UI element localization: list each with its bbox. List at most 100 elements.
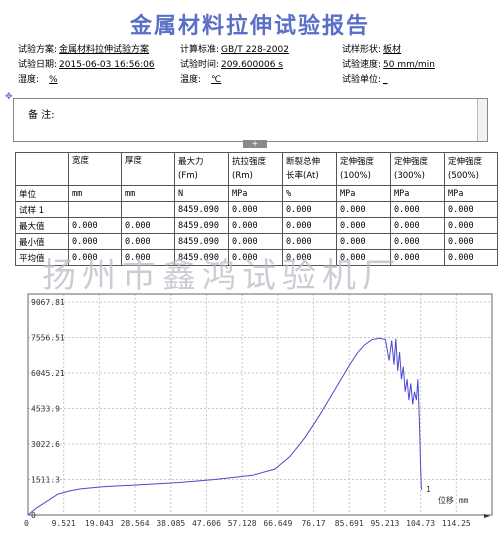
header-cell: 定伸强度 (100%) <box>336 152 391 186</box>
header-cell: 定伸强度 (300%) <box>390 152 445 186</box>
time-value: 209.600006 s <box>221 60 283 70</box>
speed-info: 试验速度: 50 mm/min <box>342 59 435 71</box>
y-tick-label: 4533.9 <box>31 405 60 414</box>
temp-value: ℃ <box>211 75 222 85</box>
watermark: 扬州市鑫鸿试验机厂 <box>42 256 402 296</box>
y-tick-label: 1511.3 <box>31 476 60 485</box>
table-cell: 0.000 <box>68 217 122 234</box>
humidity-label: 湿度: <box>18 75 40 85</box>
table-cell: 8459.090 <box>174 201 229 218</box>
table-cell: 0.000 <box>228 201 283 218</box>
table-cell: 0.000 <box>282 217 337 234</box>
unit-info: 试验单位: _ <box>342 74 388 86</box>
header-cell: 最大力 (Fm) <box>174 152 229 186</box>
speed-value: 50 mm/min <box>383 60 435 70</box>
table-row[interactable]: 最大值 0.000 0.000 8459.090 0.000 0.000 0.0… <box>15 217 498 234</box>
units-cell: MPa <box>336 185 391 202</box>
date-info: 试验日期: 2015-06-03 16:56:06 <box>18 59 155 71</box>
table-cell: 最大值 <box>15 217 69 234</box>
notes-box[interactable]: 备 注: <box>13 98 488 142</box>
force-displacement-chart: 9067.81 7556.51 6045.21 4533.9 3022.6 1511.3 0… <box>24 293 493 528</box>
time-label: 试验时间: <box>180 60 220 70</box>
table-cell: 0.000 <box>390 217 445 234</box>
table-cell: 0.000 <box>121 217 175 234</box>
y-tick-label: 6045.21 <box>31 369 65 378</box>
table-cell: 平均值 <box>15 249 69 266</box>
table-cell: 试样 1 <box>15 201 69 218</box>
table-cell: 0.000 <box>228 217 283 234</box>
y-tick-label: 3022.6 <box>31 440 60 449</box>
shape-info: 试样形状: 板材 <box>342 44 401 56</box>
notes-scrollbar[interactable] <box>477 99 487 141</box>
unit-value: _ <box>383 75 388 85</box>
temp-info: 温度: ℃ <box>180 74 221 86</box>
x-tick-label: 9.521 <box>52 519 76 528</box>
units-cell: MPa <box>228 185 283 202</box>
table-cell: 0.000 <box>121 249 175 266</box>
units-cell: MPa <box>390 185 445 202</box>
header-cell: 宽度 <box>68 152 122 186</box>
chart-grid <box>28 294 492 516</box>
plan-value: 金属材料拉伸试验方案 <box>59 45 150 55</box>
notes-label: 备 注: <box>28 110 55 121</box>
results-table: 宽度 厚度 最大力 (Fm) 抗拉强度 (Rm) 断裂总伸 长率(At) 定伸强… <box>15 152 498 266</box>
series-label-1: 1 <box>426 485 431 494</box>
units-cell: mm <box>121 185 175 202</box>
standard-value: GB/T 228-2002 <box>221 45 289 55</box>
x-tick-label: 104.73 <box>406 519 435 528</box>
table-cell: 0.000 <box>282 201 337 218</box>
y-tick-label: 0 <box>31 511 36 520</box>
table-cell: 0.000 <box>444 233 498 250</box>
standard-info: 计算标准: GB/T 228-2002 <box>180 44 289 56</box>
x-tick-label: 95.213 <box>370 519 399 528</box>
units-cell: % <box>282 185 337 202</box>
table-cell: 8459.090 <box>174 249 229 266</box>
table-row[interactable]: 最小值 0.000 0.000 8459.090 0.000 0.000 0.0… <box>15 233 498 250</box>
table-cell <box>121 201 175 218</box>
header-cell: 断裂总伸 长率(At) <box>282 152 337 186</box>
units-cell: N <box>174 185 229 202</box>
time-info: 试验时间: 209.600006 s <box>180 59 283 71</box>
table-cell <box>68 201 122 218</box>
units-cell: 单位 <box>15 185 69 202</box>
x-axis-label: 位移 mm <box>438 495 469 505</box>
units-cell: mm <box>68 185 122 202</box>
table-row[interactable]: 平均值 0.000 0.000 8459.090 0.000 0.000 0.0… <box>15 249 498 266</box>
standard-label: 计算标准: <box>180 45 220 55</box>
table-cell: 0.000 <box>336 201 391 218</box>
shape-label: 试样形状: <box>342 45 382 55</box>
x-tick-label: 28.564 <box>121 519 150 528</box>
table-cell: 0.000 <box>444 249 498 266</box>
x-tick-label: 57.128 <box>228 519 257 528</box>
speed-label: 试验速度: <box>342 60 382 70</box>
move-handle-icon[interactable]: ✥ <box>5 92 13 102</box>
x-tick-label: 38.085 <box>156 519 185 528</box>
table-cell: 0.000 <box>390 201 445 218</box>
series-line-1 <box>27 337 423 516</box>
table-cell: 0.000 <box>444 217 498 234</box>
table-cell: 0.000 <box>444 201 498 218</box>
humidity-info: 湿度:% <box>18 74 58 86</box>
plan-info: 试验方案: 金属材料拉伸试验方案 <box>18 44 149 56</box>
table-units-row: 单位 mm mm N MPa % MPa MPa MPa <box>15 185 498 202</box>
table-row[interactable]: 试样 1 8459.090 0.000 0.000 0.000 0.000 0.… <box>15 201 498 218</box>
x-tick-label: 85.691 <box>335 519 364 528</box>
table-cell: 0.000 <box>336 217 391 234</box>
x-tick-label: 19.043 <box>85 519 114 528</box>
x-tick-label: 66.649 <box>263 519 292 528</box>
temp-label: 温度: <box>180 75 202 85</box>
x-tick-label: 47.606 <box>192 519 221 528</box>
expand-button[interactable]: + <box>243 140 267 148</box>
table-cell: 0.000 <box>228 249 283 266</box>
table-header-row: 宽度 厚度 最大力 (Fm) 抗拉强度 (Rm) 断裂总伸 长率(At) 定伸强… <box>15 152 498 186</box>
units-cell: MPa <box>444 185 498 202</box>
date-label: 试验日期: <box>18 60 58 70</box>
date-value: 2015-06-03 16:56:06 <box>59 60 155 70</box>
table-cell: 0.000 <box>390 249 445 266</box>
header-cell <box>15 152 69 186</box>
table-cell: 8459.090 <box>174 217 229 234</box>
unit-label: 试验单位: <box>342 75 382 85</box>
header-cell: 抗拉强度 (Rm) <box>228 152 283 186</box>
chart-ticks: 9067.81 7556.51 6045.21 4533.9 3022.6 1511.3 0… <box>24 298 471 528</box>
table-cell: 0.000 <box>336 249 391 266</box>
